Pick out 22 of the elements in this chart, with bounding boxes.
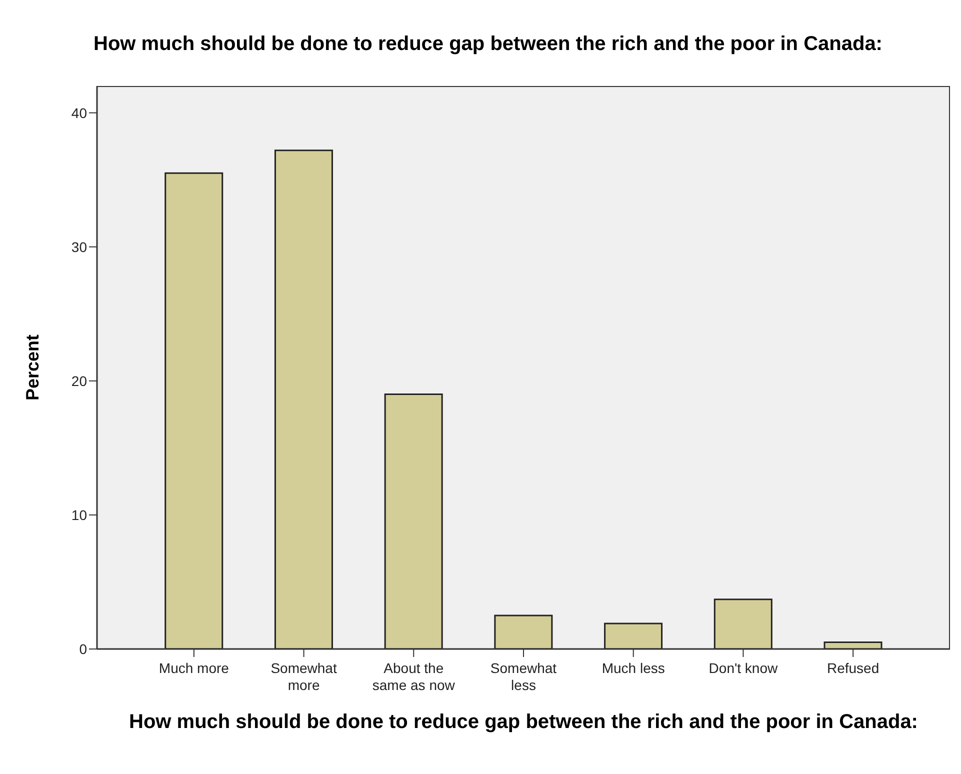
x-axis-title: How much should be done to reduce gap between the rich and the poor in Canada: xyxy=(128,711,919,733)
bar xyxy=(164,172,224,649)
y-tick-label: 30 xyxy=(71,238,88,255)
y-tick-label: 40 xyxy=(71,104,88,121)
y-tick-label: 20 xyxy=(71,372,88,389)
bar xyxy=(274,150,333,649)
y-tick-label: 10 xyxy=(71,506,88,523)
x-tick-label: Don't know xyxy=(708,660,779,676)
x-tick-label: Much less xyxy=(602,660,665,676)
bar xyxy=(604,622,663,649)
y-tick-label: 0 xyxy=(79,640,88,657)
bar xyxy=(494,614,553,649)
x-tick-label: Much more xyxy=(158,660,230,676)
y-axis-title: Percent xyxy=(22,334,42,401)
x-tick-label: Refused xyxy=(826,660,880,676)
bar xyxy=(384,394,443,649)
bar xyxy=(824,642,882,649)
x-tick-label: About the same as now xyxy=(372,660,456,693)
bar xyxy=(714,598,772,649)
x-tick-label: Somewhat less xyxy=(490,660,557,693)
chart-title: How much should be done to reduce gap between the rich and the poor in Canada: xyxy=(92,33,884,55)
x-tick-label: Somewhat more xyxy=(270,660,337,693)
